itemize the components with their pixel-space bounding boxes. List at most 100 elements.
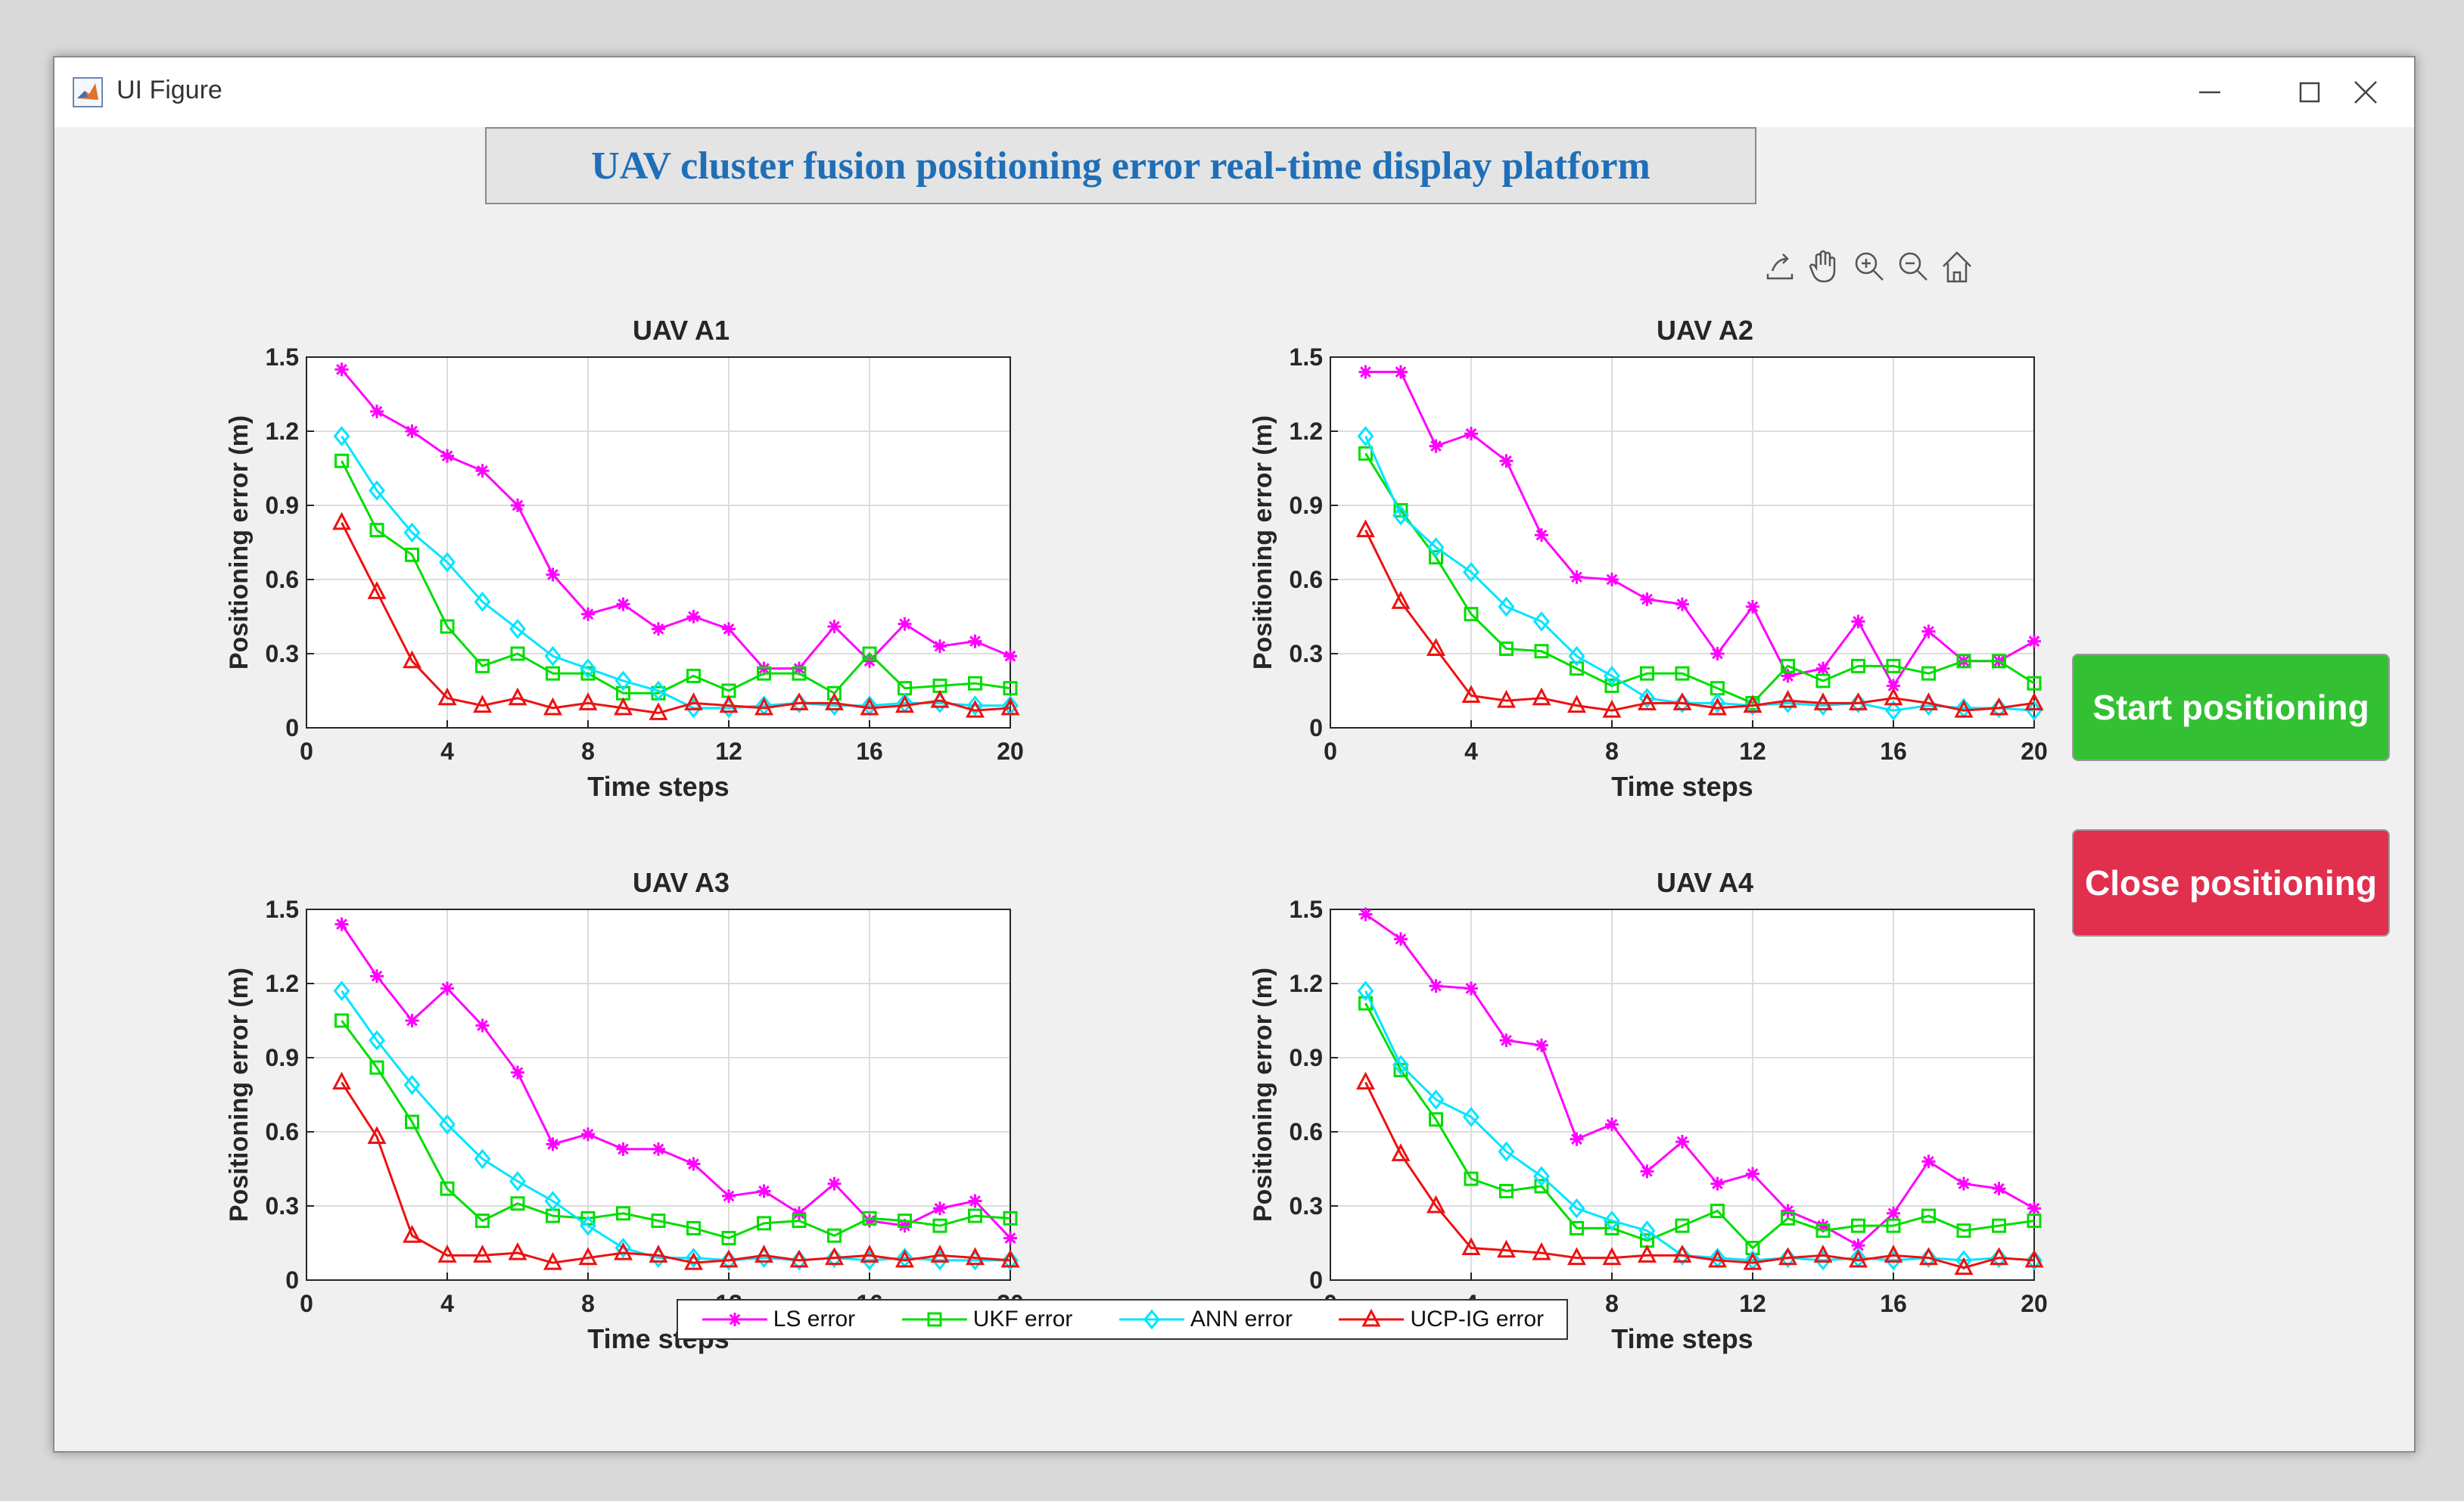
ls-point — [581, 1127, 595, 1142]
ukf-point — [1358, 446, 1373, 461]
chart-title: UAV A3 — [632, 867, 730, 898]
ann-point — [1604, 666, 1620, 686]
ls-point — [1570, 570, 1584, 584]
ann-point — [474, 1148, 491, 1170]
pan-hand-icon[interactable] — [1809, 250, 1836, 283]
ukf-point — [1003, 1210, 1018, 1226]
ann-point — [791, 692, 807, 713]
ukf-point — [1956, 654, 1971, 669]
ann-point — [2026, 1250, 2042, 1271]
ls-point — [334, 362, 349, 377]
x-tick-label: 4 — [440, 738, 454, 765]
export-icon[interactable] — [1766, 253, 1794, 280]
x-tick-label: 12 — [1739, 738, 1766, 765]
legend-item: LS error — [701, 1307, 855, 1332]
x-tick-label: 16 — [1880, 738, 1907, 765]
close-positioning-button[interactable]: Close positioning — [2072, 829, 2390, 937]
close-window-button[interactable] — [2320, 65, 2411, 120]
ls-point — [898, 617, 912, 631]
ucp-point — [1567, 1247, 1586, 1266]
ann-point — [1498, 1141, 1515, 1162]
ls-point — [370, 969, 384, 984]
ann-point — [333, 426, 350, 446]
ls-point — [1394, 365, 1408, 379]
ukf-point — [1570, 1220, 1584, 1235]
start-positioning-button[interactable]: Start positioning — [2072, 654, 2390, 761]
ann-point — [1920, 1248, 1937, 1268]
ls-point — [1358, 365, 1373, 379]
ukf-series — [1358, 996, 2042, 1256]
ann-point — [650, 680, 667, 701]
home-icon[interactable] — [1943, 251, 1971, 283]
ucp-point — [1000, 697, 1020, 716]
ls-point — [1746, 1167, 1759, 1181]
ls-line — [341, 368, 1011, 670]
ukf-point — [1781, 658, 1795, 673]
maximize-button[interactable] — [2264, 65, 2355, 120]
ukf-point — [1534, 1179, 1549, 1194]
ls-point — [1887, 1206, 1900, 1220]
ukf-point — [792, 666, 807, 681]
legend-item: UCP-IG error — [1337, 1307, 1544, 1332]
ukf-point — [862, 646, 877, 661]
ucp-point — [1884, 687, 1903, 706]
ls-point — [827, 1176, 842, 1191]
ukf-point — [1640, 666, 1654, 681]
ucp-point — [614, 697, 633, 716]
ann-point — [1850, 692, 1867, 713]
axes-box — [1330, 356, 2035, 729]
ucp-point — [1356, 1071, 1375, 1090]
ann-point — [1533, 1166, 1550, 1187]
zoom-in-icon[interactable] — [1855, 252, 1884, 281]
ucp-point — [649, 702, 668, 720]
y-tick-label: 1.2 — [1290, 418, 1323, 445]
ann-point — [580, 658, 596, 679]
ukf-point — [616, 1206, 630, 1221]
ucp-point — [1638, 692, 1657, 710]
ls-point — [1605, 1117, 1619, 1132]
ucp-point — [1356, 519, 1375, 538]
ucp-point — [508, 687, 527, 706]
ls-point — [1710, 647, 1725, 660]
minimize-button[interactable] — [2164, 65, 2255, 120]
legend-label: ANN error — [1190, 1307, 1293, 1332]
ukf-point — [827, 1228, 842, 1243]
ukf-point — [1499, 641, 1514, 656]
ucp-point — [754, 1245, 773, 1263]
legend-marker — [1361, 1308, 1381, 1327]
y-tick-label: 0 — [1309, 714, 1323, 741]
chart-title: UAV A2 — [1656, 315, 1754, 346]
ukf-point — [1815, 673, 1831, 688]
ukf-point — [1851, 658, 1865, 673]
ucp-point — [860, 697, 879, 716]
ann-point — [1990, 1248, 2008, 1268]
uav-a2-chart[interactable]: UAV A2 0 4 8 12 16 20 0 0.3 0.6 0.9 1.2 1.5 Time ste… — [1213, 306, 2197, 835]
ann-point — [1744, 695, 1761, 716]
title-bar[interactable]: UI Figure — [54, 57, 2414, 127]
ls-point — [1640, 1164, 1654, 1179]
ukf-point — [440, 619, 455, 634]
x-tick-label: 20 — [2021, 1290, 2048, 1317]
ann-point — [1533, 611, 1550, 632]
ann-point — [614, 1238, 632, 1258]
ukf-point — [1992, 654, 2006, 669]
ucp-series — [332, 1071, 1020, 1270]
y-tick-label: 0.3 — [1290, 640, 1323, 667]
uav-a1-chart[interactable]: UAV A1 0 4 8 12 16 20 0 0.3 0.6 0.9 1.2 1.5 Time ste… — [189, 306, 1173, 835]
x-tick-label: 4 — [440, 1290, 454, 1317]
ukf-point — [1570, 661, 1584, 676]
ann-point — [1357, 980, 1374, 1002]
ann-point — [685, 1248, 702, 1268]
zoom-out-icon[interactable] — [1899, 252, 1927, 281]
ls-point — [616, 1142, 630, 1156]
ucp-point — [437, 687, 457, 706]
ukf-point — [757, 666, 771, 681]
x-tick-label: 8 — [1605, 738, 1619, 765]
ann-point — [1392, 505, 1409, 526]
ls-point — [1675, 597, 1689, 611]
ls-point — [1464, 981, 1478, 996]
chart-title: UAV A1 — [632, 315, 730, 346]
